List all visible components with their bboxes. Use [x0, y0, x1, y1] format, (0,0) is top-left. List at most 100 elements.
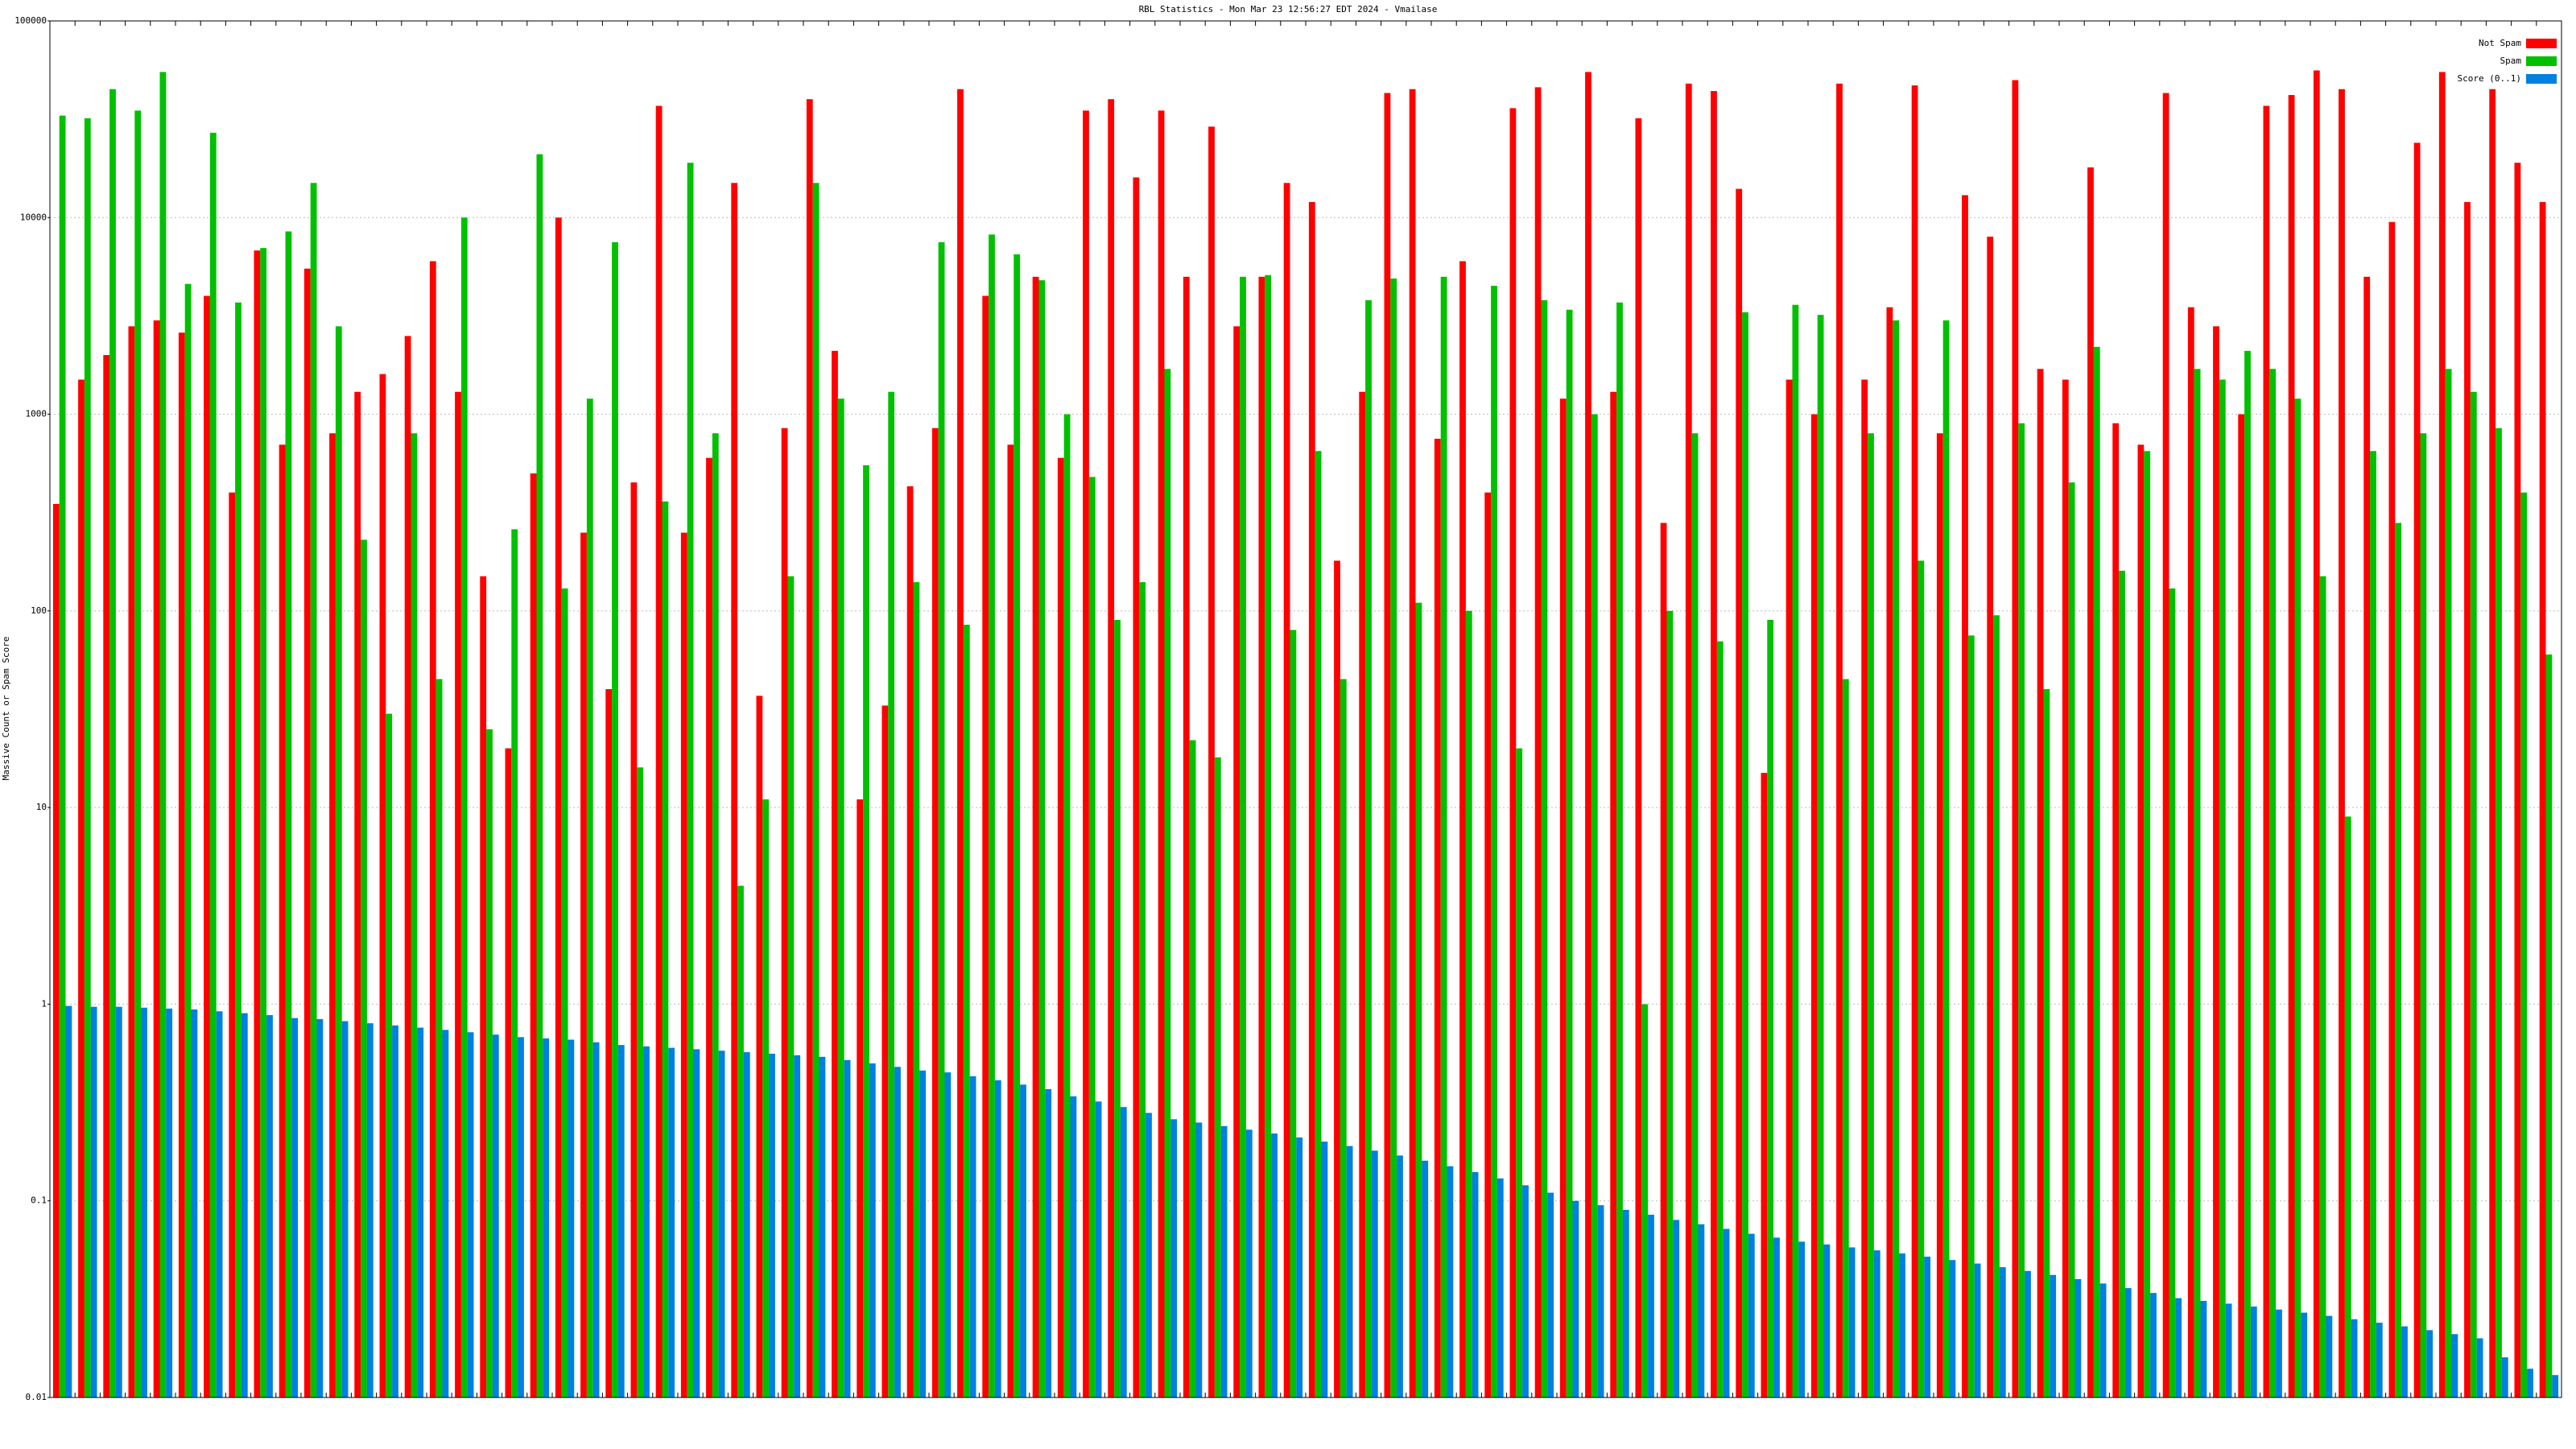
- bar: [166, 1008, 173, 1397]
- bar: [2162, 93, 2169, 1397]
- bar: [492, 1034, 499, 1397]
- bar: [1792, 304, 1799, 1397]
- bar: [994, 1080, 1001, 1397]
- legend-label: Not Spam: [2479, 38, 2521, 48]
- legend-label: Spam: [2500, 56, 2522, 66]
- bar: [1120, 1107, 1127, 1397]
- bar: [2426, 1330, 2434, 1397]
- bar: [543, 1038, 550, 1397]
- y-axis-label: Massive Count or Spam Score: [1, 637, 11, 781]
- bar: [1359, 391, 1366, 1397]
- bar: [2062, 379, 2069, 1398]
- bar: [1761, 773, 1768, 1397]
- bar: [1070, 1096, 1077, 1397]
- bar: [737, 886, 744, 1397]
- bar: [2124, 1288, 2132, 1397]
- bar: [1183, 276, 1190, 1398]
- bar: [1440, 276, 1447, 1398]
- bar: [2376, 1323, 2383, 1397]
- bar: [1189, 740, 1196, 1397]
- bar: [2276, 1309, 2282, 1397]
- bar: [586, 398, 593, 1398]
- bar: [2476, 1338, 2483, 1397]
- bar: [335, 326, 342, 1397]
- bar: [1315, 451, 1322, 1397]
- bar: [1422, 1160, 1429, 1397]
- bar: [1962, 195, 1968, 1398]
- bar: [1836, 83, 1843, 1398]
- bar: [555, 217, 562, 1398]
- bar: [1591, 414, 1598, 1397]
- bar: [1767, 620, 1774, 1397]
- bar: [837, 398, 844, 1398]
- bar: [1861, 379, 1868, 1398]
- bar: [2438, 72, 2446, 1398]
- bar: [1899, 1253, 1905, 1397]
- bar: [2288, 95, 2295, 1398]
- bar: [894, 1067, 901, 1397]
- bar: [2489, 89, 2496, 1398]
- bar: [2344, 816, 2351, 1397]
- bar: [392, 1025, 398, 1397]
- bar: [1597, 1205, 1604, 1397]
- bar: [2496, 427, 2502, 1397]
- bar: [1032, 276, 1039, 1398]
- bar: [2501, 1357, 2508, 1397]
- bar: [2470, 391, 2477, 1397]
- bar: [2087, 167, 2094, 1398]
- bar: [668, 1047, 675, 1397]
- bar: [1666, 610, 1674, 1397]
- bar: [310, 183, 317, 1397]
- bar: [417, 1027, 424, 1397]
- bar: [2012, 80, 2019, 1397]
- bar: [366, 1023, 374, 1397]
- bar: [59, 115, 66, 1398]
- y-tick-label: 100000: [14, 15, 47, 26]
- bar: [1133, 177, 1140, 1397]
- bar: [467, 1032, 474, 1397]
- bar: [2363, 276, 2371, 1398]
- bar: [1698, 1224, 1705, 1397]
- bar: [781, 427, 788, 1397]
- bar: [2244, 350, 2251, 1397]
- legend-swatch: [2526, 74, 2557, 84]
- bar: [2552, 1375, 2559, 1397]
- bar: [1258, 276, 1265, 1398]
- bar: [2464, 201, 2471, 1397]
- bar: [1397, 1155, 1403, 1397]
- bar: [1622, 1209, 1629, 1397]
- bar: [1365, 299, 1372, 1397]
- bar: [379, 374, 386, 1398]
- bar: [881, 705, 889, 1397]
- y-tick-label: 0.01: [26, 1392, 47, 1402]
- bar: [693, 1049, 700, 1397]
- bar: [191, 1009, 198, 1397]
- bar: [1936, 433, 1943, 1398]
- bar: [1214, 757, 1221, 1397]
- bar: [806, 99, 813, 1397]
- bar: [291, 1018, 299, 1397]
- bar: [1415, 602, 1422, 1397]
- bar: [1245, 1129, 1253, 1397]
- bar: [2388, 221, 2396, 1397]
- bar: [2301, 1312, 2308, 1397]
- bar: [762, 799, 770, 1397]
- bar: [1893, 320, 1900, 1397]
- bar: [1736, 188, 1743, 1397]
- bar: [115, 1006, 122, 1397]
- bar: [411, 433, 418, 1398]
- bar: [1484, 492, 1492, 1397]
- bar: [1868, 433, 1874, 1398]
- bar: [1711, 91, 1717, 1398]
- bar: [769, 1053, 775, 1397]
- plot-frame: [49, 20, 2562, 1398]
- bar: [1534, 87, 1542, 1398]
- bar: [2093, 346, 2100, 1397]
- bar: [706, 457, 712, 1398]
- bar: [1673, 1220, 1680, 1397]
- bar: [1146, 1113, 1152, 1397]
- bar: [2200, 1300, 2207, 1397]
- bar: [1616, 302, 1623, 1398]
- bar: [1798, 1241, 1806, 1397]
- bar: [931, 427, 939, 1397]
